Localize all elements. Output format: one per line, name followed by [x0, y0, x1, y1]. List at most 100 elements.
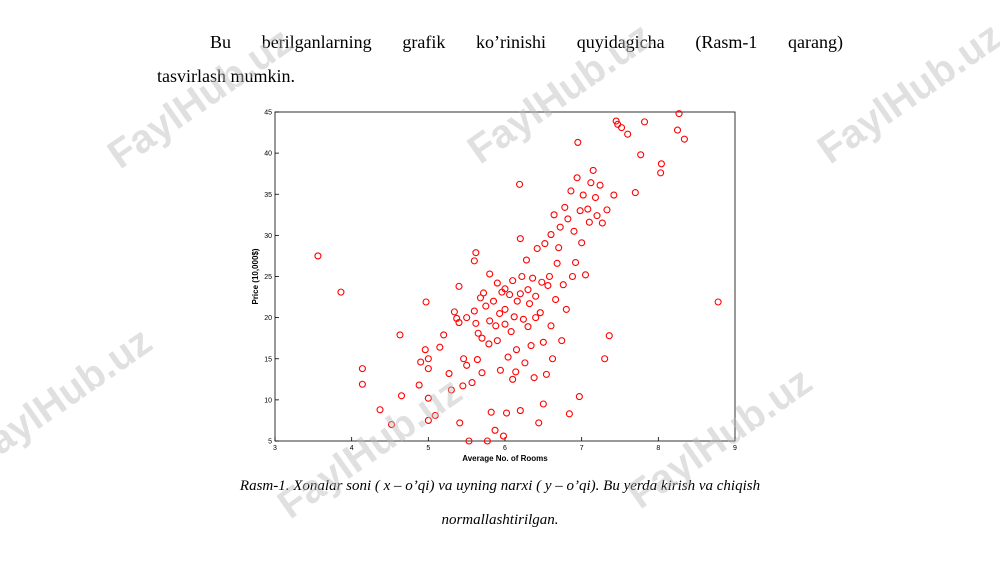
point [617, 124, 626, 132]
point [610, 191, 618, 199]
point [422, 298, 430, 306]
point [524, 286, 532, 294]
x-tick-label: 8 [656, 445, 660, 452]
point [555, 244, 563, 252]
point [492, 322, 500, 330]
point [510, 313, 518, 321]
point [493, 337, 501, 345]
point [593, 212, 601, 220]
point [387, 420, 396, 429]
point [548, 355, 557, 363]
point [516, 180, 524, 188]
point [521, 359, 529, 367]
point [574, 138, 582, 146]
point [440, 331, 448, 339]
y-tick-label: 40 [264, 151, 272, 158]
point [415, 381, 423, 389]
point [535, 419, 543, 427]
point [524, 323, 532, 331]
point [556, 223, 564, 231]
plot-frame [274, 111, 736, 442]
point [640, 118, 649, 126]
point [358, 380, 366, 388]
point [358, 365, 366, 373]
point [459, 382, 467, 390]
x-tick-label: 3 [273, 445, 277, 452]
point [504, 353, 512, 361]
point [530, 374, 538, 382]
point [473, 356, 481, 364]
point [519, 315, 527, 323]
point [468, 379, 476, 387]
point [547, 322, 555, 330]
point [573, 174, 581, 182]
y-tick-label: 15 [264, 356, 272, 363]
y-tick-label: 30 [264, 233, 272, 240]
y-tick-label: 35 [264, 192, 272, 199]
caption-line: Rasm-1. Xonalar soni ( x – o’qi) va uyni… [239, 478, 761, 494]
y-tick-label: 10 [264, 397, 272, 404]
point [445, 370, 453, 378]
point [714, 298, 722, 306]
point [550, 211, 558, 219]
point [424, 355, 432, 363]
point [564, 215, 572, 223]
point [487, 408, 495, 416]
point [417, 358, 425, 366]
point [447, 386, 455, 394]
point [538, 278, 546, 286]
point [579, 191, 587, 199]
point [525, 300, 534, 308]
point [512, 368, 520, 376]
point [529, 274, 537, 282]
y-axis-label: Price (10,000$) [251, 248, 260, 304]
x-tick-label: 5 [426, 445, 430, 452]
point [589, 166, 597, 174]
point [587, 179, 595, 187]
point [460, 355, 468, 363]
point [499, 432, 508, 440]
x-tick-label: 7 [580, 445, 584, 452]
point [397, 392, 406, 400]
point [472, 319, 480, 327]
y-tick-label: 25 [264, 274, 272, 281]
point [601, 355, 609, 363]
point [570, 227, 578, 235]
y-tick-label: 45 [264, 110, 272, 117]
point [506, 291, 514, 299]
x-axis-label: Average No. of Rooms [462, 454, 548, 463]
point [476, 294, 485, 302]
point [562, 305, 570, 313]
point [424, 416, 432, 424]
point [493, 279, 501, 287]
point [455, 282, 463, 290]
point [512, 346, 521, 354]
point [314, 252, 322, 260]
caption-line: normallashtirilgan. [441, 512, 559, 528]
point [631, 189, 639, 197]
point [596, 181, 604, 189]
point [584, 205, 592, 213]
point [463, 361, 471, 369]
point [576, 207, 584, 215]
point [486, 317, 494, 325]
point [571, 258, 580, 267]
point [496, 366, 504, 374]
point [591, 193, 600, 202]
point [482, 302, 490, 310]
point [675, 110, 683, 118]
point [483, 437, 491, 445]
point [558, 337, 566, 345]
point [532, 314, 540, 322]
point [516, 290, 524, 298]
point [518, 272, 526, 281]
point [552, 295, 560, 304]
point [509, 277, 517, 285]
point [568, 272, 577, 281]
point [605, 332, 613, 340]
point [567, 187, 575, 195]
point [474, 329, 482, 337]
point [501, 305, 509, 313]
